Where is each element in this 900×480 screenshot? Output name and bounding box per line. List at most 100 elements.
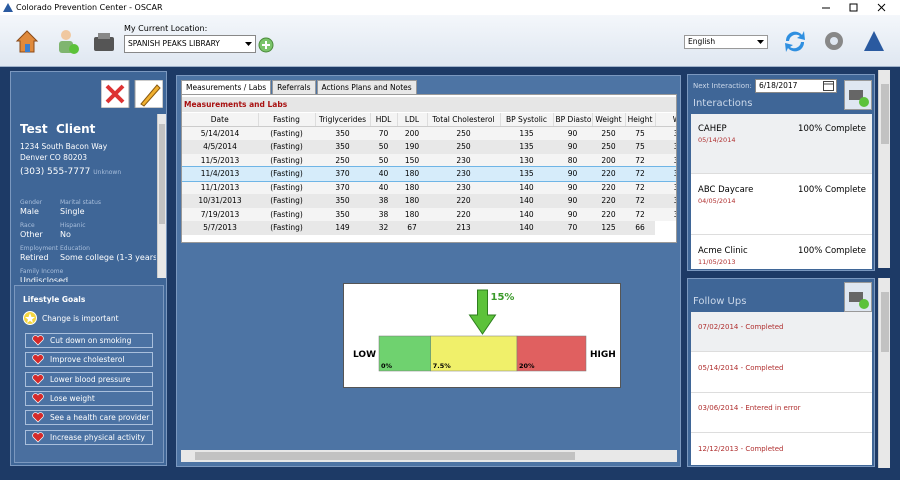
main-panel: Measurements / Labs Referrals Actions Plan… xyxy=(176,75,681,467)
cell: 50 xyxy=(378,142,389,152)
table-row[interactable]: 4/5/2014 (Fasting) 350 50 190 250 135 90 250 75 35 xyxy=(182,140,676,154)
band-label: 20% xyxy=(519,362,535,370)
address-line: Denver CO 80203 xyxy=(20,153,88,162)
phone-type: Unknown xyxy=(93,169,122,176)
follow-up-label: 12/12/2013 - Completed xyxy=(698,444,784,453)
tab[interactable]: Measurements / Labs xyxy=(181,80,272,94)
lifestyle-box: Lifestyle Goals Change is important Cut … xyxy=(14,285,164,463)
table-row[interactable]: 11/4/2013 (Fasting) 370 40 180 230 135 90 220 72 3… xyxy=(182,166,676,182)
gauge-band xyxy=(378,335,431,372)
language-dropdown[interactable]: English xyxy=(684,35,768,49)
cell: (Fasting) xyxy=(270,223,303,233)
interaction-item[interactable]: CAHEP 100% Complete 05/14/2014 xyxy=(691,114,872,174)
cell: 140 xyxy=(519,223,534,233)
heart-icon xyxy=(32,354,44,365)
field-label: Employment xyxy=(20,245,59,252)
scrollbar[interactable] xyxy=(878,70,890,268)
cell: 5/7/2013 xyxy=(203,223,237,233)
goal-button[interactable]: Improve cholesterol xyxy=(25,352,153,368)
tab[interactable]: Referrals xyxy=(272,80,316,94)
field-label: Hispanic xyxy=(60,222,86,229)
table-row[interactable]: 5/14/2014 (Fasting) 350 70 200 250 135 90 250 75 3… xyxy=(182,126,676,140)
cell: 11/5/2013 xyxy=(200,155,240,165)
location-dropdown[interactable]: SPANISH PEAKS LIBRARY xyxy=(124,35,256,53)
gauge-svg: 0% 7.5% 20% LOW HIGH 15% xyxy=(353,289,616,372)
calendar-icon[interactable] xyxy=(823,81,834,91)
heart xyxy=(32,354,44,365)
scroll-thumb[interactable] xyxy=(195,452,575,460)
table-row[interactable]: 7/19/2013 (Fasting) 350 38 180 220 140 90 220 72 3… xyxy=(182,207,676,221)
cell: 67 xyxy=(407,223,417,233)
goal-label: Lower blood pressure xyxy=(50,374,131,384)
table-row[interactable]: 5/7/2013 (Fasting) 149 32 67 213 140 70 125 66 xyxy=(182,221,676,235)
table-container: Measurements and Labs Date Fasting Triglyc… xyxy=(181,94,677,243)
tab-bar: Measurements / Labs Referrals Actions Plan… xyxy=(181,80,418,94)
cell: 230 xyxy=(456,169,471,179)
table-row[interactable]: 11/1/2013 (Fasting) 370 40 180 230 140 90 220 72 3… xyxy=(182,180,676,195)
column-header[interactable]: Triglycerides xyxy=(315,113,371,127)
column-header[interactable]: Fasting xyxy=(258,113,316,127)
field-value: Some college (1-3 years) xyxy=(60,253,156,262)
h-scrollbar[interactable] xyxy=(181,450,677,462)
cell: 90 xyxy=(567,209,578,219)
toolbar-right-icons[interactable] xyxy=(782,27,892,55)
cell: 230 xyxy=(456,182,471,192)
field-label: Education xyxy=(60,245,90,252)
column-header[interactable]: BP Systolic xyxy=(500,113,554,127)
tab[interactable]: Actions Plans and Notes xyxy=(316,80,417,94)
scroll-thumb[interactable] xyxy=(881,292,889,352)
goal-button[interactable]: Cut down on smoking xyxy=(25,333,153,348)
cell: 70 xyxy=(378,129,389,138)
add-follow-up-button[interactable] xyxy=(844,282,872,312)
scrollbar[interactable] xyxy=(878,278,890,468)
table-row[interactable]: 10/31/2013 (Fasting) 350 38 180 220 140 90 220 72… xyxy=(182,194,676,208)
goal-button[interactable]: See a health care provider xyxy=(25,410,153,426)
cell: 213 xyxy=(456,223,471,233)
next-interaction-date[interactable]: 6/18/2017 xyxy=(755,79,837,93)
patient-name: Test Client xyxy=(20,122,95,136)
column-header[interactable]: LDL xyxy=(397,113,428,127)
follow-ups-list: 07/02/2014 - Completed 05/14/2014 - Compl… xyxy=(691,312,872,465)
follow-up-item[interactable]: 07/02/2014 - Completed xyxy=(691,312,872,352)
column-header[interactable]: BP Diastolic xyxy=(553,113,593,127)
interaction-status: 100% Complete xyxy=(798,246,866,256)
patient-actions[interactable] xyxy=(101,80,163,108)
scrollbar[interactable] xyxy=(157,114,166,278)
table-row[interactable]: 11/5/2013 (Fasting) 250 50 150 230 130 80 200 72 3… xyxy=(182,153,676,167)
dropdown-arrow xyxy=(245,42,252,46)
column-header[interactable]: HDL xyxy=(370,113,398,127)
column-header[interactable]: Total Cholesterol xyxy=(427,113,501,127)
follow-up-item[interactable]: 03/06/2014 - Entered in error xyxy=(691,393,872,433)
add-location-button[interactable] xyxy=(258,37,274,53)
goal-button[interactable]: Lower blood pressure xyxy=(25,371,153,387)
cell: 36 xyxy=(655,181,676,195)
band-label: 0% xyxy=(381,362,393,370)
scroll-thumb[interactable] xyxy=(159,124,165,224)
column-header[interactable]: Date xyxy=(182,113,259,127)
add-interaction-button[interactable] xyxy=(844,80,872,110)
follow-up-item[interactable]: 05/14/2014 - Completed xyxy=(691,352,872,393)
stage-label: Change is important xyxy=(42,314,119,323)
follow-up-item[interactable]: 12/12/2013 - Completed xyxy=(691,433,872,465)
column-header[interactable]: Wa xyxy=(655,113,676,127)
cell: 90 xyxy=(567,142,578,152)
next-interaction-label: Next Interaction: xyxy=(693,82,752,90)
cell: 350 xyxy=(335,209,350,219)
cell: 220 xyxy=(601,209,616,219)
cell: 220 xyxy=(601,182,616,192)
heart xyxy=(32,412,44,423)
scroll-thumb[interactable] xyxy=(881,84,889,144)
goal-button[interactable]: Increase physical activity xyxy=(25,429,153,445)
heart xyxy=(32,373,44,385)
window-controls[interactable] xyxy=(815,0,900,15)
interaction-item[interactable]: Acme Clinic 100% Complete 11/05/2013 xyxy=(691,236,872,269)
goal-button[interactable]: Lose weight xyxy=(25,390,153,406)
column-header[interactable]: Weight xyxy=(592,113,626,127)
interaction-item[interactable]: ABC Daycare 100% Complete 04/05/2014 xyxy=(691,175,872,235)
cell: 149 xyxy=(335,223,350,233)
column-header[interactable]: Height xyxy=(625,113,656,127)
cell: 36 xyxy=(655,167,676,181)
table-title: Measurements and Labs xyxy=(182,97,676,112)
cell: 220 xyxy=(601,169,616,179)
toolbar-icons[interactable] xyxy=(14,27,124,57)
